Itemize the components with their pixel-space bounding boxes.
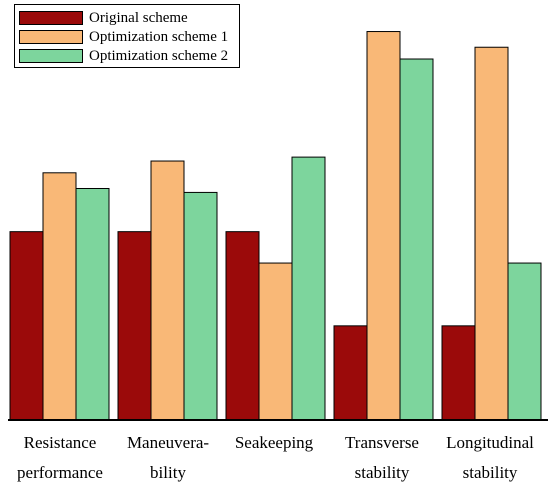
category-label: Longitudinal stability — [430, 428, 550, 488]
bar-optimization-scheme-1 — [366, 31, 401, 421]
bar-original-scheme — [441, 325, 476, 421]
bar-optimization-scheme-1 — [258, 262, 293, 421]
legend-item: Original scheme — [19, 9, 188, 27]
bar-optimization-scheme-2 — [183, 191, 218, 421]
legend-swatch — [19, 49, 83, 63]
legend-label: Original scheme — [89, 9, 188, 26]
category-label-line1: Transverse — [345, 433, 419, 452]
category-label-line2: performance — [17, 463, 103, 482]
category-label-line1: Maneuvera- — [126, 433, 210, 452]
legend: Original scheme Optimization scheme 1 Op… — [14, 4, 240, 68]
bar-original-scheme — [117, 231, 152, 421]
bar-optimization-scheme-2 — [399, 58, 434, 421]
bar-original-scheme — [225, 231, 260, 421]
bar-original-scheme — [333, 325, 368, 421]
category-label-line1: Resistance — [23, 433, 97, 452]
category-label-line1: Longitudinal — [446, 433, 534, 452]
bar-original-scheme — [9, 231, 44, 421]
bar-optimization-scheme-1 — [150, 160, 185, 421]
category-label-line2: stability — [462, 463, 518, 482]
category-label-line2: bility — [150, 463, 186, 482]
category-label: Transverse stability — [322, 428, 442, 488]
legend-item: Optimization scheme 1 — [19, 28, 228, 46]
legend-swatch — [19, 11, 83, 25]
category-label: Resistance performance — [0, 428, 120, 488]
legend-label: Optimization scheme 1 — [89, 28, 229, 45]
legend-item: Optimization scheme 2 — [19, 47, 228, 65]
bar-optimization-scheme-1 — [474, 46, 509, 421]
legend-label: Optimization scheme 2 — [89, 47, 229, 64]
bar-optimization-scheme-1 — [42, 172, 77, 421]
bar-optimization-scheme-2 — [75, 187, 110, 421]
bars-group — [9, 31, 542, 421]
bar-optimization-scheme-2 — [507, 262, 542, 421]
legend-swatch — [19, 30, 83, 44]
bar-optimization-scheme-2 — [291, 156, 326, 421]
category-label-line2: stability — [354, 463, 410, 482]
category-label: Maneuvera- bility — [108, 428, 228, 488]
category-label: Seakeeping — [214, 428, 334, 458]
category-label-line1: Seakeeping — [234, 433, 314, 452]
